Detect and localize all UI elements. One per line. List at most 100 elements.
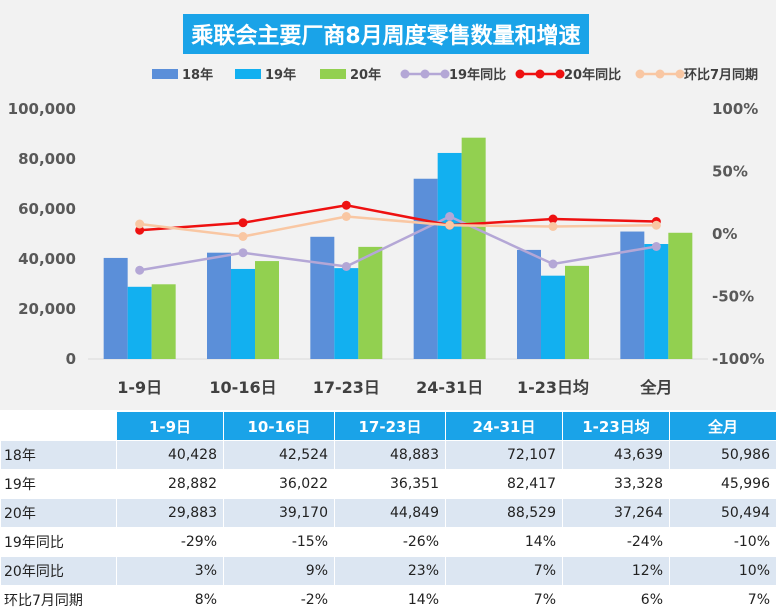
table-cell: 14% bbox=[335, 586, 446, 615]
y-right-tick-label: 100% bbox=[712, 100, 758, 118]
table-cell: -15% bbox=[224, 528, 335, 557]
point-19年同比 bbox=[549, 260, 558, 269]
legend-label: 20年 bbox=[350, 67, 381, 83]
table-cell: 36,022 bbox=[224, 470, 335, 499]
table-cell: -29% bbox=[117, 528, 224, 557]
table-cell: 39,170 bbox=[224, 499, 335, 528]
table-cell: 45,996 bbox=[670, 470, 776, 499]
legend-marker bbox=[536, 70, 545, 79]
bar-20年 bbox=[668, 233, 692, 359]
point-环比7月同期 bbox=[445, 221, 454, 230]
legend-marker bbox=[656, 70, 665, 79]
table-cell: 42,524 bbox=[224, 441, 335, 470]
table-cell: 10% bbox=[670, 557, 776, 586]
point-环比7月同期 bbox=[342, 212, 351, 221]
table-cell: 40,428 bbox=[117, 441, 224, 470]
y-left-tick-label: 40,000 bbox=[18, 250, 76, 268]
table-header-cell: 全月 bbox=[670, 412, 776, 441]
table-header-row: 1-9日 10-16日 17-23日 24-31日 1-23日均 全月 bbox=[1, 412, 776, 441]
point-19年同比 bbox=[445, 212, 454, 221]
x-tick-label: 10-16日 bbox=[209, 378, 276, 397]
legend-label: 20年同比 bbox=[564, 67, 621, 83]
table-cell: 28,882 bbox=[117, 470, 224, 499]
table-cell: 12% bbox=[563, 557, 670, 586]
legend-swatch bbox=[235, 69, 261, 79]
bar-18年 bbox=[414, 179, 438, 359]
x-tick-label: 24-31日 bbox=[416, 378, 483, 397]
point-19年同比 bbox=[342, 262, 351, 271]
table-cell: 50,494 bbox=[670, 499, 776, 528]
legend-swatch bbox=[152, 69, 178, 79]
table-row-label: 18年 bbox=[1, 441, 117, 470]
point-19年同比 bbox=[135, 266, 144, 275]
bar-19年 bbox=[644, 244, 668, 359]
table-cell: -2% bbox=[224, 586, 335, 615]
bar-20年 bbox=[462, 138, 486, 359]
point-20年同比 bbox=[239, 218, 248, 227]
legend-marker bbox=[636, 70, 645, 79]
bar-18年 bbox=[310, 237, 334, 359]
table-row-label: 环比7月同期 bbox=[1, 586, 117, 615]
table-cell: 43,639 bbox=[563, 441, 670, 470]
bar-19年 bbox=[334, 268, 358, 359]
table-header-cell: 1-23日均 bbox=[563, 412, 670, 441]
legend-marker bbox=[401, 70, 410, 79]
y-left-tick-label: 60,000 bbox=[18, 200, 76, 218]
table-header-cell: 24-31日 bbox=[446, 412, 563, 441]
bar-19年 bbox=[541, 276, 565, 359]
table-cell: 36,351 bbox=[335, 470, 446, 499]
table-cell: 37,264 bbox=[563, 499, 670, 528]
y-right-tick-label: 50% bbox=[712, 163, 748, 181]
legend-label: 19年 bbox=[265, 67, 296, 83]
y-left-tick-label: 100,000 bbox=[8, 100, 76, 118]
table-cell: 29,883 bbox=[117, 499, 224, 528]
table-cell: 44,849 bbox=[335, 499, 446, 528]
table-cell: 8% bbox=[117, 586, 224, 615]
table-cell: 48,883 bbox=[335, 441, 446, 470]
bar-18年 bbox=[517, 250, 541, 359]
legend-label: 19年同比 bbox=[449, 67, 506, 83]
bar-20年 bbox=[152, 284, 176, 359]
table-cell: -26% bbox=[335, 528, 446, 557]
bar-19年 bbox=[231, 269, 255, 359]
point-环比7月同期 bbox=[652, 221, 661, 230]
table-cell: -24% bbox=[563, 528, 670, 557]
y-left-tick-label: 0 bbox=[66, 350, 76, 368]
table-cell: 7% bbox=[446, 586, 563, 615]
point-19年同比 bbox=[652, 242, 661, 251]
x-tick-label: 1-9日 bbox=[117, 378, 162, 397]
x-tick-label: 1-23日均 bbox=[517, 378, 589, 397]
bar-20年 bbox=[255, 261, 279, 359]
table-row: 19年同比-29%-15%-26%14%-24%-10% bbox=[1, 528, 776, 557]
table-cell: 6% bbox=[563, 586, 670, 615]
table-cell: 82,417 bbox=[446, 470, 563, 499]
y-left-tick-label: 20,000 bbox=[18, 300, 76, 318]
legend-swatch bbox=[320, 69, 346, 79]
x-tick-label: 17-23日 bbox=[313, 378, 380, 397]
table-row-label: 19年同比 bbox=[1, 528, 117, 557]
table-row-label: 20年 bbox=[1, 499, 117, 528]
table-header-cell: 17-23日 bbox=[335, 412, 446, 441]
bar-20年 bbox=[358, 247, 382, 359]
table-header-cell: 10-16日 bbox=[224, 412, 335, 441]
table-cell: 33,328 bbox=[563, 470, 670, 499]
bar-18年 bbox=[207, 253, 231, 359]
point-20年同比 bbox=[342, 201, 351, 210]
table-cell: 88,529 bbox=[446, 499, 563, 528]
table-cell: 7% bbox=[446, 557, 563, 586]
chart-title: 乘联会主要厂商8月周度零售数量和增速 bbox=[183, 14, 589, 54]
table-cell: 72,107 bbox=[446, 441, 563, 470]
table-cell: 50,986 bbox=[670, 441, 776, 470]
legend-marker bbox=[516, 70, 525, 79]
bar-19年 bbox=[438, 153, 462, 359]
table-cell: 7% bbox=[670, 586, 776, 615]
legend-label: 环比7月同期 bbox=[684, 67, 758, 83]
table-cell: -10% bbox=[670, 528, 776, 557]
